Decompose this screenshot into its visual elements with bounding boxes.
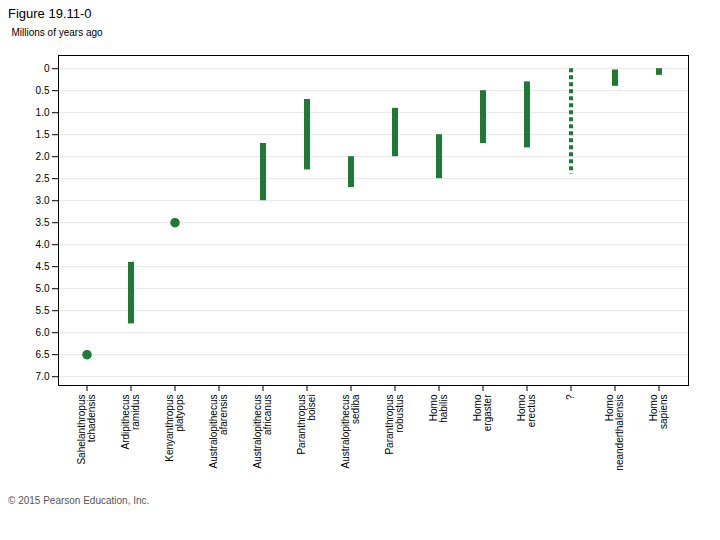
svg-text:Sahelanthropustchadensis: Sahelanthropustchadensis <box>76 395 97 465</box>
svg-text:Homoergaster: Homoergaster <box>472 394 493 431</box>
svg-text:Homosapiens: Homosapiens <box>648 394 669 429</box>
svg-text:2.5: 2.5 <box>36 173 50 184</box>
svg-text:2.0: 2.0 <box>36 151 50 162</box>
svg-text:?: ? <box>565 394 576 400</box>
svg-text:Homoneanderthalensis: Homoneanderthalensis <box>604 394 625 471</box>
html-text:© 2015 Pearson Education, Inc.: © 2015 Pearson Education, Inc. <box>8 495 150 506</box>
svg-text:4.0: 4.0 <box>36 239 50 250</box>
svg-text:5.0: 5.0 <box>36 283 50 294</box>
svg-text:7.0: 7.0 <box>36 371 50 382</box>
svg-text:Kenyanthropusplatyops: Kenyanthropusplatyops <box>164 395 185 462</box>
svg-text:4.5: 4.5 <box>36 261 50 272</box>
svg-text:1.0: 1.0 <box>36 107 50 118</box>
svg-text:3.5: 3.5 <box>36 217 50 228</box>
svg-text:1.5: 1.5 <box>36 129 50 140</box>
svg-text:Paranthropusboisei: Paranthropusboisei <box>296 395 317 455</box>
svg-text:Homohabilis: Homohabilis <box>428 394 449 423</box>
svg-text:Australopithecusafricanus: Australopithecusafricanus <box>252 395 273 469</box>
svg-text:6.5: 6.5 <box>36 349 50 360</box>
svg-text:3.0: 3.0 <box>36 195 50 206</box>
svg-text:0.5: 0.5 <box>36 85 50 96</box>
svg-text:Ardipithecusramidus: Ardipithecusramidus <box>120 395 141 450</box>
svg-text:0: 0 <box>44 63 50 74</box>
svg-text:6.0: 6.0 <box>36 327 50 338</box>
svg-text:Paranthropusrobustus: Paranthropusrobustus <box>384 395 405 455</box>
svg-text:Millions of years ago: Millions of years ago <box>12 27 104 38</box>
svg-text:Australopithecussediba: Australopithecussediba <box>340 394 361 468</box>
svg-text:Homoerectus: Homoerectus <box>516 394 537 427</box>
svg-text:5.5: 5.5 <box>36 305 50 316</box>
svg-text:Australopithecusafarensis: Australopithecusafarensis <box>208 395 229 469</box>
html-text:Figure 19.11-0: Figure 19.11-0 <box>8 6 92 21</box>
